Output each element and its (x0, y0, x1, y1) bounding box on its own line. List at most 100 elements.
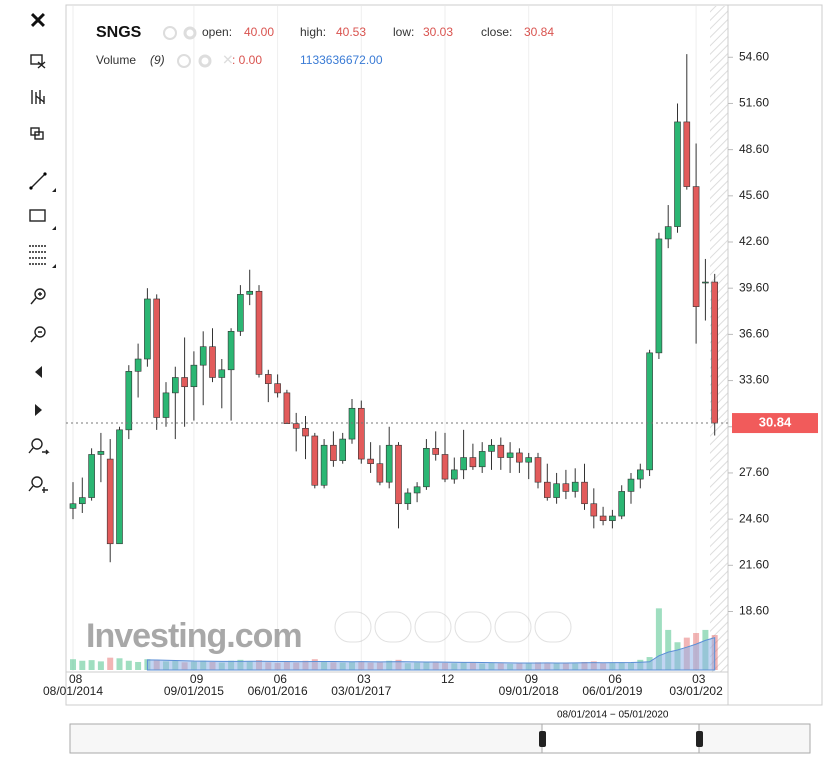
volume-ma-area (146, 636, 716, 671)
tool-clone[interactable] (30, 127, 44, 140)
candle-body (302, 427, 309, 437)
tool-rectangle[interactable] (29, 209, 56, 230)
nav-buttons (334, 611, 572, 643)
tool-remove-drawings[interactable] (30, 54, 46, 69)
candle-body (599, 515, 607, 521)
legend-label: low: (393, 25, 414, 39)
tool-zoom-out[interactable] (30, 326, 46, 343)
tool-scroll-right[interactable] (35, 404, 42, 416)
candle-body (478, 451, 486, 468)
y-tick-label: 54.60 (739, 49, 769, 63)
candle-body (636, 469, 644, 480)
volume-bar (97, 661, 104, 670)
volume-bar (135, 661, 142, 670)
last-price-label: 30.84 (759, 414, 792, 429)
volume-period: (9) (150, 53, 165, 67)
candle-body (227, 331, 235, 371)
last-price-tag (732, 413, 818, 434)
x-tick-label: 06 (274, 672, 288, 686)
candle-body (590, 503, 598, 517)
tool-fibonacci[interactable] (29, 245, 56, 268)
tool-zoom-in[interactable] (30, 288, 46, 305)
slider-handle[interactable] (539, 731, 546, 747)
candle-body (97, 451, 105, 455)
tool-remove-indicators[interactable] (31, 90, 45, 104)
remove-icon[interactable]: ✕ (222, 52, 234, 68)
volume-bar (70, 659, 76, 670)
close-button[interactable]: ✕ (29, 8, 47, 33)
candle-body (683, 121, 691, 187)
candle-body (543, 481, 551, 498)
nav-range-out[interactable] (494, 611, 532, 643)
y-tick-label: 36.60 (739, 327, 769, 341)
candle-body (237, 294, 244, 332)
candle-body (125, 371, 133, 431)
legend-value: 30.84 (524, 25, 554, 39)
candle-body (711, 281, 719, 424)
candle-body (506, 452, 514, 458)
candle-body (571, 481, 579, 492)
volume-name: Volume (96, 53, 136, 67)
visibility-icon[interactable] (163, 26, 177, 40)
volume-bar (79, 660, 86, 670)
candle-body (330, 444, 337, 461)
candle-body (646, 352, 653, 471)
candle-body (283, 392, 291, 424)
y-tick-label: 51.60 (739, 96, 769, 110)
candle-body (702, 281, 709, 284)
candle-body (385, 444, 393, 483)
tool-zoom-range-out[interactable] (28, 476, 48, 493)
tool-zoom-range-in[interactable] (28, 438, 50, 455)
candle-body (460, 457, 467, 471)
candle-body (348, 407, 356, 440)
candle-body (144, 298, 151, 360)
candle-body (450, 469, 458, 480)
plot-area: 18.6021.6024.6027.6030.6033.6036.6039.60… (43, 49, 818, 698)
nav-range-in[interactable] (454, 611, 492, 643)
x-date-label: 03/01/202 (669, 684, 723, 698)
nav-zoom-in[interactable] (374, 611, 412, 643)
candle-body (395, 444, 402, 505)
candle-body (627, 478, 635, 492)
y-tick-label: 45.60 (739, 188, 769, 202)
chart-frame (65, 4, 823, 706)
candle-body (209, 346, 216, 378)
x-tick-label: 03 (692, 672, 706, 686)
candle-body (172, 377, 179, 394)
y-tick-label: 24.60 (739, 511, 769, 525)
nav-zoom-out[interactable] (414, 611, 452, 643)
y-tick-label: 18.60 (739, 604, 769, 618)
slider-window[interactable] (541, 723, 700, 754)
slider-handle[interactable] (696, 731, 703, 747)
candle-body (106, 458, 114, 545)
candle-body (190, 364, 198, 388)
candle-body (134, 358, 142, 372)
candle-body (553, 483, 560, 498)
candle-body (162, 392, 170, 418)
visibility-icon[interactable] (177, 54, 191, 68)
symbol: SNGS (96, 24, 142, 41)
legend-value: 40.00 (244, 25, 274, 39)
candle-body (618, 491, 626, 517)
settings-icon[interactable] (198, 54, 212, 68)
y-tick-label: 33.60 (739, 373, 769, 387)
nav-right[interactable] (534, 611, 572, 643)
candle-body (469, 457, 477, 468)
candle-body (357, 407, 365, 460)
tool-scroll-left[interactable] (35, 366, 42, 378)
settings-icon[interactable] (183, 26, 197, 40)
x-tick-label: 09 (525, 672, 539, 686)
volume-value: : 0.00 (232, 53, 262, 67)
candle-body (199, 346, 207, 366)
x-tick-label: 03 (357, 672, 371, 686)
volume-last: 1133636672.00 (300, 53, 383, 67)
candle-body (292, 423, 300, 429)
tool-line[interactable] (29, 172, 56, 192)
volume-bar (655, 608, 662, 670)
x-date-label: 09/01/2018 (499, 684, 559, 698)
legend-label: open: (202, 25, 232, 39)
candle-body (562, 483, 570, 492)
x-date-label: 09/01/2015 (164, 684, 224, 698)
nav-left[interactable] (334, 611, 372, 643)
range-slider: 08/01/2014 − 05/01/2020 (69, 710, 811, 754)
